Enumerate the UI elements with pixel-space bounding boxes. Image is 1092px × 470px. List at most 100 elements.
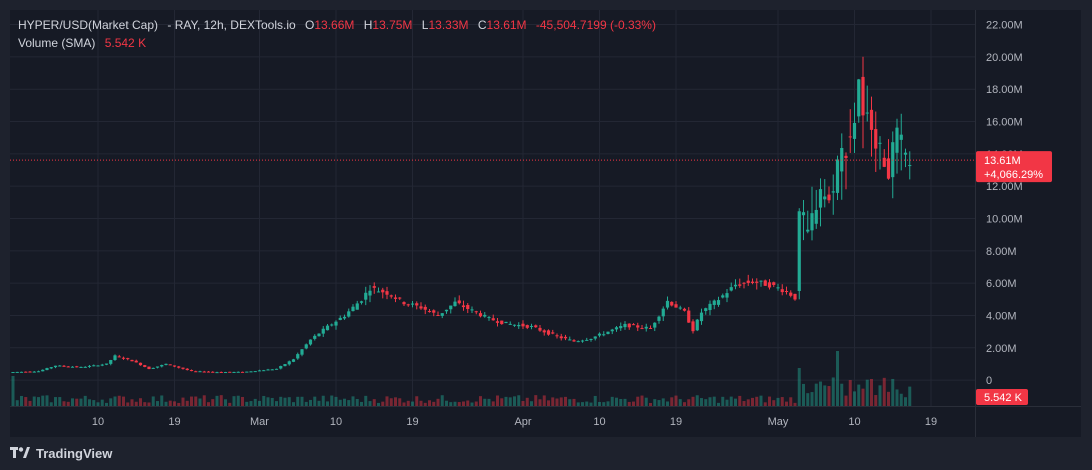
volume-bar <box>806 393 810 406</box>
candle-body <box>495 321 500 323</box>
candle-body <box>181 367 185 369</box>
candle-body <box>835 159 840 193</box>
candle-body <box>534 325 538 328</box>
tradingview-branding[interactable]: TradingView <box>10 442 112 464</box>
volume-bar <box>513 396 516 406</box>
candle-body <box>861 76 865 116</box>
candle-body <box>648 327 653 329</box>
volume-bar <box>449 402 453 406</box>
candle-body <box>385 291 389 295</box>
candle-body <box>487 317 491 319</box>
candle-body <box>232 371 236 373</box>
y-tick-label: 8.00M <box>986 246 1017 258</box>
candle-body <box>831 191 835 193</box>
candle-body <box>75 366 79 368</box>
candle-body <box>610 329 614 332</box>
volume-bar <box>177 402 181 406</box>
candle-body <box>886 158 891 179</box>
last-price-change: +4,066.29% <box>984 169 1043 181</box>
volume-bar <box>797 368 801 406</box>
candle-body <box>236 371 240 373</box>
candle-body <box>296 354 300 359</box>
volume-bar <box>551 397 555 406</box>
candle-body <box>572 340 576 342</box>
chart-frame: 22.00M20.00M18.00M16.00M14.00M12.00M10.0… <box>10 10 1081 437</box>
volume-bar <box>20 395 23 406</box>
candle-body <box>699 312 704 322</box>
volume-bar <box>253 398 257 406</box>
y-tick-label: 22.00M <box>986 20 1023 32</box>
candle-body <box>814 209 818 224</box>
candlestick-chart[interactable]: 22.00M20.00M18.00M16.00M14.00M12.00M10.0… <box>10 10 1081 437</box>
candle-body <box>483 314 487 317</box>
symbol-label[interactable]: HYPER/USD(Market Cap) <box>18 18 159 32</box>
volume-bar <box>292 402 295 406</box>
candle-body <box>334 321 338 326</box>
candle-body <box>92 365 96 367</box>
volume-bar <box>483 398 487 406</box>
candle-body <box>15 371 19 373</box>
candle-body <box>342 316 347 319</box>
volume-label[interactable]: Volume (SMA) <box>18 36 96 50</box>
candle-body <box>444 309 449 312</box>
volume-bar <box>262 395 266 406</box>
x-tick-label: Mar <box>250 416 269 428</box>
candle-body <box>474 311 478 313</box>
volume-bar <box>245 401 249 406</box>
volume-bar <box>360 401 363 406</box>
candle-body <box>491 318 495 321</box>
tradingview-text: TradingView <box>36 445 113 461</box>
volume-bar <box>398 398 402 406</box>
candle-body <box>138 362 143 366</box>
candle-body <box>177 366 181 368</box>
volume-bar <box>198 398 202 406</box>
volume-bar <box>49 402 53 406</box>
candle-body <box>789 292 793 296</box>
volume-bar <box>466 400 470 406</box>
volume-bar <box>432 401 436 406</box>
volume-bar <box>857 384 861 406</box>
x-tick-label: May <box>768 416 789 428</box>
candle-body <box>49 367 53 369</box>
volume-bar <box>759 395 763 406</box>
candle-body <box>653 322 657 328</box>
candle-body <box>325 325 330 331</box>
candle-body <box>257 370 262 372</box>
volume-bar <box>632 401 635 406</box>
candle-body <box>466 305 470 309</box>
candle-body <box>750 281 755 283</box>
volume-bar <box>338 399 342 406</box>
candle-body <box>848 136 852 138</box>
volume-bar <box>683 402 686 406</box>
x-tick-label: 10 <box>92 416 104 428</box>
x-tick-label: 10 <box>593 416 605 428</box>
open-value: 13.66M <box>314 18 355 32</box>
candle-body <box>266 369 270 371</box>
volume-bar <box>661 398 665 406</box>
volume-bar <box>428 400 431 406</box>
source-label: - RAY, 12h, DEXTools.io <box>167 18 296 32</box>
volume-bar <box>814 383 818 406</box>
volume-bar <box>525 397 529 406</box>
volume-bar <box>899 393 903 406</box>
x-tick-label: 19 <box>670 416 682 428</box>
candle-body <box>453 301 457 307</box>
candle-body <box>70 366 75 368</box>
volume-bar <box>211 399 215 406</box>
candle-body <box>521 323 525 327</box>
candle-body <box>36 371 41 373</box>
candle-body <box>810 213 814 231</box>
volume-bar <box>181 397 185 406</box>
candle-body <box>712 300 716 305</box>
high-value: 13.75M <box>372 18 413 32</box>
volume-bar <box>37 397 40 406</box>
volume-bar <box>619 399 623 406</box>
volume-bar <box>644 397 648 406</box>
candle-body <box>189 370 194 372</box>
candle-body <box>589 338 593 341</box>
candle-body <box>45 368 49 371</box>
volume-bar <box>96 402 100 406</box>
candle-body <box>58 365 62 367</box>
candle-body <box>423 306 427 310</box>
volume-bar <box>185 400 189 406</box>
